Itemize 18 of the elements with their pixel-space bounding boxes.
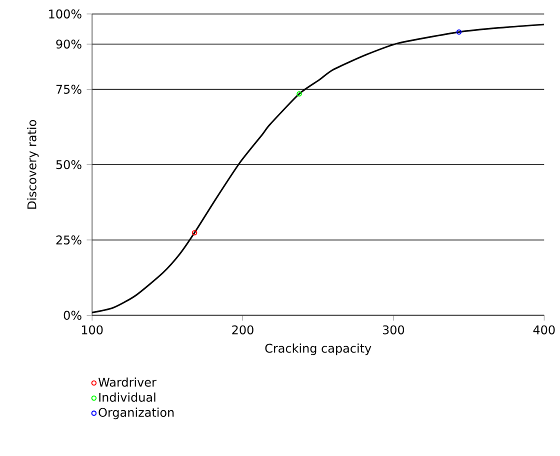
y-tick-label: 75% — [56, 84, 82, 94]
y-axis-title: Discovery ratio — [27, 120, 39, 209]
y-tick-label: 25% — [56, 235, 82, 244]
point — [192, 230, 198, 236]
x-tick-label: 200 — [232, 325, 254, 334]
x-axis-title: Cracking capacity — [265, 344, 372, 356]
point — [456, 29, 462, 35]
x-tick-label: 300 — [382, 325, 404, 334]
legend-label: Individual — [99, 392, 156, 402]
legend-label: Wardriver — [98, 377, 156, 387]
y-tick-label: 0% — [64, 310, 82, 320]
y-tick-label: 100% — [49, 9, 82, 18]
point — [296, 91, 302, 96]
y-tick-label: 50% — [56, 160, 82, 170]
x-tick-label: 100 — [82, 325, 103, 334]
y-tick-label: 90% — [56, 40, 82, 49]
x-tick-label: 400 — [533, 325, 555, 334]
legend-label: Organization — [98, 408, 174, 420]
